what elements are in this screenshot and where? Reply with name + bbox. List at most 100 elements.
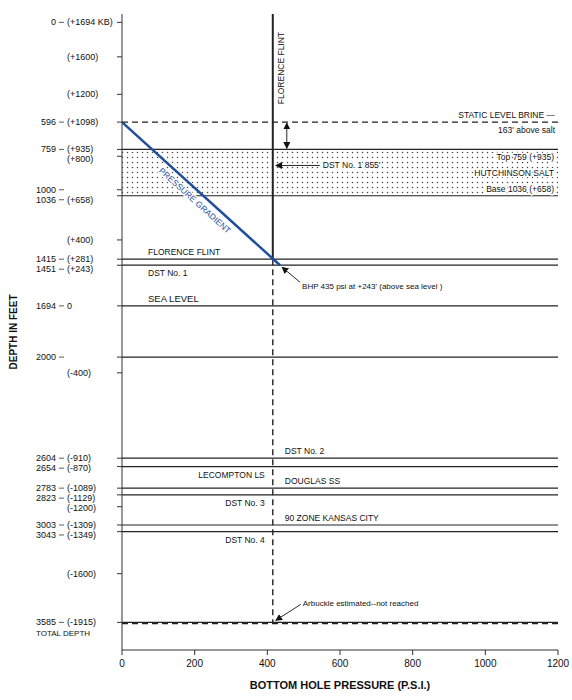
y-tick bbox=[117, 372, 122, 373]
annotation-douglas: DOUGLAS SS bbox=[285, 476, 341, 486]
elevation-label: (+1200) bbox=[67, 89, 98, 99]
depth-label: 1694 bbox=[36, 301, 56, 311]
elevation-label: (+1098) bbox=[67, 117, 98, 127]
elevation-label: (+281) bbox=[67, 254, 93, 264]
y-tick bbox=[117, 239, 122, 240]
label-dash bbox=[59, 199, 64, 200]
label-dash bbox=[59, 622, 64, 623]
depth-labels: 0 (+1694 KB) (+1600) (+1200) 596 (+1098) 759 (+… bbox=[36, 17, 122, 627]
arbuckle-arrow bbox=[276, 604, 301, 620]
label-dash bbox=[59, 357, 64, 358]
chart: 020040060080010001200BOTTOM HOLE PRESSUR… bbox=[0, 0, 572, 700]
y-tick bbox=[117, 265, 122, 266]
x-tick-label: 200 bbox=[186, 658, 203, 669]
label-dash bbox=[59, 189, 64, 190]
annotation-bhp: BHP 435 psi at +243' (above sea level ) bbox=[302, 282, 443, 291]
x-tick-label: 800 bbox=[404, 658, 421, 669]
elevation-label: (+243) bbox=[67, 264, 93, 274]
y-tick bbox=[117, 458, 122, 459]
elevation-label: (+935) bbox=[67, 144, 93, 154]
y-tick bbox=[117, 305, 122, 306]
vertical-line bbox=[272, 14, 274, 259]
y-tick bbox=[117, 56, 122, 57]
level-line bbox=[122, 305, 558, 306]
level-line bbox=[122, 466, 558, 467]
annotation-florence_flint_vertical: FLORENCE FLINT bbox=[276, 32, 286, 104]
label-dash bbox=[59, 259, 64, 260]
elevation-label: (-1089) bbox=[67, 483, 96, 493]
bhp-arrow bbox=[282, 267, 300, 282]
y-tick bbox=[117, 149, 122, 150]
annotation-above_salt: 163' above salt bbox=[498, 125, 556, 135]
label-dash bbox=[59, 488, 64, 489]
x-tick-label: 0 bbox=[119, 658, 125, 669]
label-dash bbox=[59, 498, 64, 499]
depth-label: 2000 bbox=[36, 352, 56, 362]
depth-label: 0 bbox=[51, 17, 56, 27]
depth-label: 1451 bbox=[36, 264, 56, 274]
depth-label: 3585 bbox=[36, 617, 56, 627]
depth-label: 3043 bbox=[36, 530, 56, 540]
level-line bbox=[122, 357, 558, 358]
y-tick bbox=[117, 531, 122, 532]
annotation-total_depth: TOTAL DEPTH bbox=[36, 629, 90, 638]
y-tick bbox=[117, 524, 122, 525]
level-line bbox=[122, 265, 558, 266]
series-label: PRESSURE GRADIENT bbox=[157, 166, 233, 236]
depth-label: 1000 bbox=[36, 185, 56, 195]
elevation-label: (-1600) bbox=[67, 569, 96, 579]
depth-label: 2783 bbox=[36, 483, 56, 493]
x-tick bbox=[558, 650, 559, 655]
label-dash bbox=[59, 149, 64, 150]
level-line bbox=[122, 259, 558, 260]
x-tick bbox=[485, 650, 486, 655]
level-line bbox=[122, 531, 558, 532]
label-dash bbox=[59, 122, 64, 123]
y-tick bbox=[117, 622, 122, 623]
dst1-arrow bbox=[276, 165, 320, 166]
label-dash bbox=[59, 468, 64, 469]
y-axis-line bbox=[122, 14, 123, 650]
elevation-label: (-1129) bbox=[67, 493, 95, 503]
annotation-kc90: 90 ZONE KANSAS CITY bbox=[285, 513, 379, 523]
annotation-dst1_arrow: DST No. 1 855' bbox=[323, 160, 381, 170]
x-tick bbox=[412, 650, 413, 655]
depth-label: 1036 bbox=[36, 195, 56, 205]
y-tick bbox=[117, 494, 122, 495]
elevation-label: (+400) bbox=[67, 235, 93, 245]
plot-area bbox=[122, 14, 558, 624]
label-dash bbox=[59, 269, 64, 270]
axes: 020040060080010001200BOTTOM HOLE PRESSUR… bbox=[8, 14, 570, 691]
annotation-dst1: DST No. 1 bbox=[148, 268, 188, 278]
annotations: STATIC LEVEL BRINE —163' above saltTop 7… bbox=[36, 32, 556, 638]
y-tick bbox=[117, 195, 122, 196]
level-line bbox=[122, 149, 558, 150]
annotation-dst2: DST No. 2 bbox=[285, 446, 325, 456]
y-axis-title: DEPTH IN FEET bbox=[8, 294, 19, 369]
y-tick bbox=[117, 506, 122, 507]
pressure-gradient-line bbox=[122, 122, 280, 265]
label-dash bbox=[59, 458, 64, 459]
elevation-label: (+658) bbox=[67, 195, 93, 205]
y-tick bbox=[117, 488, 122, 489]
elevation-label: (+1694 KB) bbox=[67, 17, 113, 27]
elevation-label: (+1600) bbox=[67, 52, 98, 62]
depth-label: 2654 bbox=[36, 463, 56, 473]
y-tick bbox=[117, 22, 122, 23]
annotation-florence_flint: FLORENCE FLINT bbox=[148, 247, 220, 257]
annotation-salt_name: HUTCHINSON SALT bbox=[474, 168, 554, 178]
x-tick-label: 400 bbox=[259, 658, 276, 669]
elevation-label: (-400) bbox=[67, 368, 91, 378]
depth-label: 759 bbox=[41, 144, 56, 154]
y-tick bbox=[117, 189, 122, 190]
annotation-static_level: STATIC LEVEL BRINE — bbox=[458, 110, 555, 120]
label-dash bbox=[59, 524, 64, 525]
level-line bbox=[122, 524, 558, 525]
above-salt-arrow bbox=[286, 123, 287, 148]
annotation-lecompton: LECOMPTON LS bbox=[198, 470, 265, 480]
depth-label: 596 bbox=[41, 117, 56, 127]
y-tick bbox=[117, 573, 122, 574]
y-tick bbox=[117, 259, 122, 260]
y-tick bbox=[117, 94, 122, 95]
annotation-dst4: DST No. 4 bbox=[225, 535, 265, 545]
